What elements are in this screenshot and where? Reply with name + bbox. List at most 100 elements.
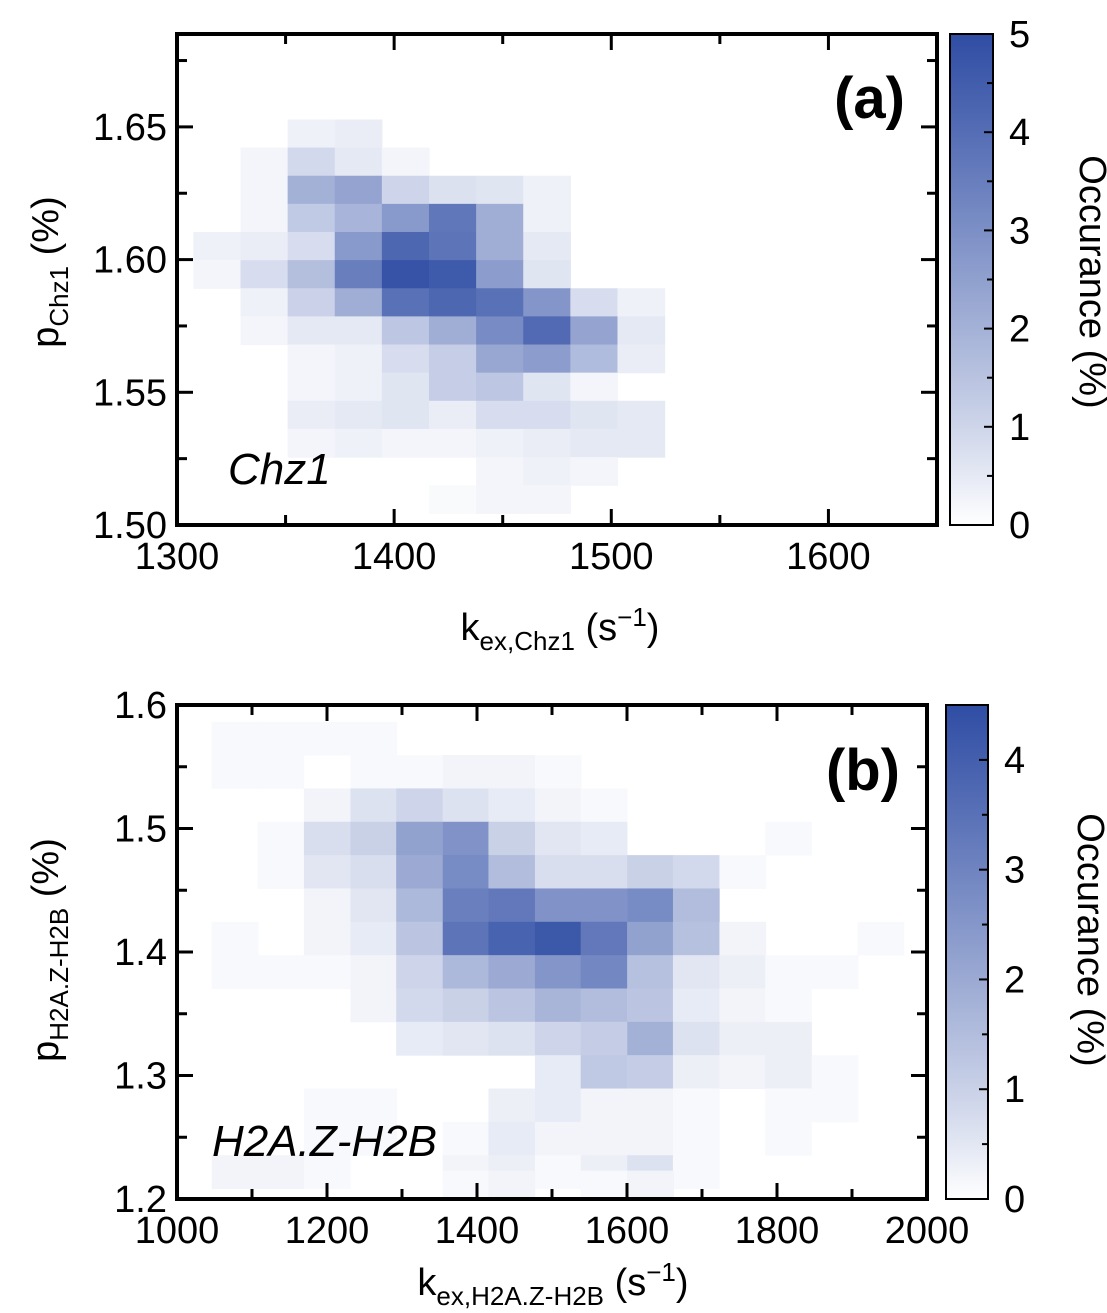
panel-annotation: H2A.Z-H2B [212,1117,437,1166]
y-tick-label: 1.4 [114,932,167,974]
heatmap-cell [476,203,524,233]
heatmap-cell [488,1088,536,1123]
heatmap-cell [765,821,812,856]
heatmap-cell [334,203,383,233]
x-tick-label: 1600 [585,1210,670,1252]
heatmap-cell [287,288,336,317]
heatmap-cell [428,400,477,430]
heatmap-cell [534,1088,582,1123]
heatmap-cell [287,344,336,374]
heatmap-cell [287,372,336,402]
heatmap-cell [240,147,289,177]
heatmap-cell [580,1055,628,1089]
x-tick-label: 1300 [135,536,220,578]
heatmap-cell [303,821,351,856]
colorbar-tick-label: 1 [1009,407,1030,449]
x-tick-label: 1500 [569,536,654,578]
panel-b: 1000 1200 1400 1600 1800 2000 1.2 1.3 1.4 1.5 1.6 (… [25,685,1107,1311]
heatmap-cell [211,955,259,989]
heatmap-cell [381,428,430,458]
x-tick-label: 1000 [135,1210,220,1252]
colorbar-tick-label: 3 [1004,850,1025,892]
panel-tag: (a) [834,66,905,131]
heatmap-cell [442,1121,490,1156]
heatmap-cells [211,721,905,1199]
colorbar-tick-label: 0 [1004,1179,1025,1221]
heatmap-cell [287,400,336,430]
heatmap-cell [627,1170,674,1199]
colorbar [945,704,989,1200]
heatmap-cell [350,988,398,1023]
heatmap-cell [488,1121,536,1156]
heatmap-cell [672,1088,720,1123]
heatmap-cell [257,1155,305,1190]
heatmap-cell [350,855,398,889]
heatmap-cell [381,175,430,205]
heatmap-cell [476,344,524,374]
colorbar-tick-label: 1 [1004,1069,1025,1111]
heatmap-cell [672,988,720,1023]
heatmap-cell [428,428,477,458]
heatmap-cell [334,372,383,402]
heatmap-cell [488,755,536,789]
y-tick-label: 1.60 [93,240,167,282]
heatmap-cell [523,260,571,289]
heatmap-cell [476,457,524,486]
heatmap-cell [672,1121,720,1156]
heatmap-cell [580,1088,628,1123]
heatmap-cell [570,457,619,486]
colorbar-tick-label: 2 [1009,309,1030,351]
heatmap-cell [523,231,571,261]
x-tick-label: 1400 [435,1210,520,1252]
heatmap-cell [287,147,336,177]
heatmap-cell [428,175,477,205]
heatmap-cell [627,1088,674,1123]
heatmap-cell [488,821,536,856]
heatmap-cell [350,821,398,856]
heatmap-cell [381,344,430,374]
x-axis-label: kex,Chz1 (s−1) [461,602,660,656]
heatmap-cell [381,372,430,402]
heatmap-cell [570,400,619,430]
heatmap-cell [857,921,905,956]
heatmap-cell [627,921,674,956]
heatmap-cell [476,288,524,317]
heatmap-cell [350,888,398,923]
heatmap-cell [428,231,477,261]
heatmap-cell [396,1021,443,1056]
heatmap-cell [334,288,383,317]
heatmap-cell [476,316,524,346]
heatmap-cell [476,260,524,289]
heatmap-cell [257,955,305,989]
heatmap-cell [442,788,490,823]
heatmap-cell [523,316,571,346]
heatmap-cell [617,344,666,374]
heatmap-cell [287,119,336,149]
heatmap-cell [350,721,398,756]
heatmap-cell [211,721,259,756]
colorbar-label: Occurance (%) [1069,813,1107,1066]
heatmap-cell [381,316,430,346]
heatmap-cell [488,788,536,823]
heatmap-cell [570,288,619,317]
panel-tag: (b) [826,738,900,803]
colorbar-tick-label: 4 [1004,740,1025,782]
heatmap-cell [334,400,383,430]
colorbar-label: Occurance (%) [1071,155,1107,408]
heatmap-cell [257,755,305,789]
heatmap-cell [534,1055,582,1089]
colorbar [949,33,994,526]
heatmap-cell [442,955,490,989]
heatmap-cell [350,921,398,956]
heatmap-cell [523,485,571,514]
x-tick-label: 1200 [285,1210,370,1252]
colorbar-tick-label: 0 [1009,505,1030,547]
heatmap-cell [534,955,582,989]
heatmap-cell [396,855,443,889]
heatmap-cell [287,260,336,289]
x-tick-label: 1600 [786,536,871,578]
heatmap-cell [580,988,628,1023]
heatmap-cell [488,955,536,989]
y-tick-label: 1.3 [114,1056,167,1098]
